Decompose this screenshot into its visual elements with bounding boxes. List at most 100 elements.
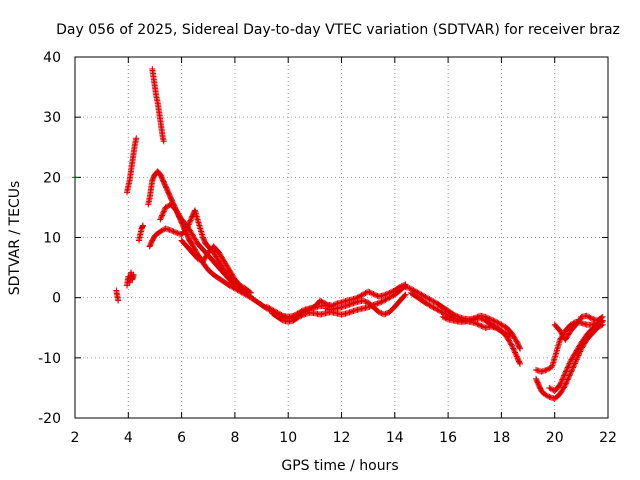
data-point bbox=[375, 309, 382, 316]
data-point bbox=[188, 214, 195, 221]
data-point bbox=[562, 369, 569, 376]
data-point bbox=[562, 368, 569, 375]
data-point bbox=[295, 313, 302, 320]
data-point bbox=[502, 330, 509, 337]
x-tick-label: 22 bbox=[599, 430, 617, 446]
x-tick-labels: 2 4 6 8 10 12 14 16 18 20 22 bbox=[71, 430, 617, 446]
data-point bbox=[570, 364, 577, 371]
x-tick-label: 14 bbox=[386, 430, 404, 446]
data-point bbox=[382, 291, 389, 298]
data-point bbox=[503, 330, 510, 337]
data-point bbox=[565, 375, 572, 382]
data-point bbox=[170, 228, 177, 235]
data-point bbox=[506, 331, 513, 338]
data-point bbox=[564, 376, 571, 383]
data-point bbox=[377, 309, 384, 316]
data-point bbox=[373, 292, 380, 299]
x-tick-label: 10 bbox=[279, 430, 297, 446]
data-point bbox=[479, 316, 486, 323]
data-point bbox=[517, 345, 524, 352]
data-point bbox=[130, 271, 137, 278]
data-point bbox=[569, 365, 576, 372]
data-point bbox=[490, 317, 497, 324]
data-point bbox=[297, 313, 304, 320]
data-point bbox=[186, 218, 193, 225]
data-point bbox=[509, 342, 516, 349]
data-point bbox=[115, 297, 122, 304]
data-point bbox=[571, 360, 578, 367]
chart-title: Day 056 of 2025, Sidereal Day-to-day VTE… bbox=[56, 22, 620, 38]
data-point bbox=[510, 346, 517, 353]
data-point bbox=[377, 299, 384, 306]
data-point bbox=[571, 361, 578, 368]
data-point bbox=[513, 352, 520, 359]
data-point bbox=[545, 393, 552, 400]
data-point bbox=[573, 357, 580, 364]
data-point bbox=[381, 311, 388, 318]
data-point bbox=[370, 291, 377, 298]
data-point bbox=[561, 371, 568, 378]
data-point bbox=[565, 373, 572, 380]
x-tick-label: 20 bbox=[546, 430, 564, 446]
data-point bbox=[381, 292, 388, 299]
y-tick-labels: -20 -10 0 10 20 30 40 bbox=[38, 50, 61, 427]
y-tick-label: -20 bbox=[38, 411, 61, 427]
data-point bbox=[562, 381, 569, 388]
data-point bbox=[559, 375, 566, 382]
data-point bbox=[367, 289, 374, 296]
x-tick-label: 2 bbox=[71, 430, 80, 446]
data-point bbox=[565, 361, 572, 368]
data-point bbox=[599, 313, 606, 320]
data-point bbox=[491, 318, 498, 325]
x-tick-label: 18 bbox=[492, 430, 510, 446]
data-point bbox=[475, 321, 482, 328]
data-point bbox=[511, 348, 518, 355]
data-point bbox=[187, 217, 194, 224]
data-point bbox=[160, 138, 167, 145]
data-point bbox=[557, 380, 564, 387]
data-point bbox=[559, 376, 566, 383]
y-tick-label: 20 bbox=[43, 170, 61, 186]
data-point bbox=[365, 288, 372, 295]
data-point bbox=[507, 332, 514, 339]
data-point bbox=[558, 377, 565, 384]
data-point bbox=[570, 363, 577, 370]
data-point bbox=[161, 207, 168, 214]
data-point bbox=[246, 289, 253, 296]
data-point bbox=[441, 314, 448, 321]
data-point bbox=[474, 321, 481, 328]
data-point bbox=[158, 213, 165, 220]
data-point bbox=[379, 298, 386, 305]
data-point bbox=[563, 379, 570, 386]
data-point bbox=[568, 367, 575, 374]
data-point bbox=[442, 315, 449, 322]
data-point bbox=[401, 292, 408, 299]
data-point bbox=[371, 291, 378, 298]
data-point bbox=[512, 350, 519, 357]
data-point bbox=[508, 341, 515, 348]
x-tick-label: 12 bbox=[333, 430, 351, 446]
data-point bbox=[299, 312, 306, 319]
data-point bbox=[298, 312, 305, 319]
y-tick-label: 10 bbox=[43, 231, 61, 247]
data-point bbox=[478, 322, 485, 329]
grid-lines bbox=[75, 57, 608, 418]
data-point bbox=[499, 328, 506, 335]
data-point bbox=[564, 377, 571, 384]
x-tick-label: 8 bbox=[230, 430, 239, 446]
y-tick-label: 30 bbox=[43, 110, 61, 126]
data-point bbox=[402, 291, 409, 298]
y-tick-label: 40 bbox=[43, 50, 61, 66]
x-tick-label: 6 bbox=[177, 430, 186, 446]
data-point bbox=[566, 360, 573, 367]
data-point bbox=[572, 359, 579, 366]
data-point bbox=[159, 212, 166, 219]
data-point bbox=[167, 227, 174, 234]
data-point bbox=[561, 383, 568, 390]
data-point bbox=[549, 386, 556, 393]
data-point bbox=[188, 216, 195, 223]
data-point bbox=[382, 310, 389, 317]
data-point bbox=[443, 315, 450, 322]
data-point bbox=[573, 356, 580, 363]
data-point bbox=[369, 290, 376, 297]
